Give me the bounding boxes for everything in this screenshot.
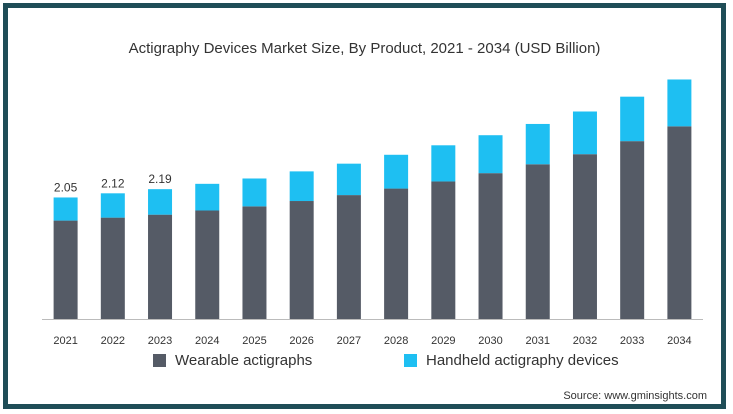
data-label-2021: 2.05 [54, 180, 78, 194]
x-tick-label-2031: 2031 [526, 335, 550, 347]
x-tick-label-2025: 2025 [242, 335, 266, 347]
data-label-2022: 2.12 [101, 176, 125, 190]
x-tick-label-2027: 2027 [337, 335, 361, 347]
bar-wearable-2029 [431, 181, 456, 319]
bar-wearable-2021 [53, 220, 78, 319]
x-tick-label-2034: 2034 [667, 335, 691, 347]
bar-handheld-2023 [148, 189, 173, 215]
chart-legend: Wearable actigraphs Handheld actigraphy … [8, 352, 721, 376]
x-tick-label-2029: 2029 [431, 335, 455, 347]
bar-handheld-2033 [620, 96, 645, 142]
bar-handheld-2034 [667, 79, 692, 127]
chart-frame: Actigraphy Devices Market Size, By Produ… [3, 3, 726, 409]
x-tick-label-2021: 2021 [53, 335, 77, 347]
bar-handheld-2022 [100, 193, 125, 218]
x-tick-label-2022: 2022 [101, 335, 125, 347]
bar-handheld-2025 [242, 178, 267, 207]
bar-handheld-2026 [289, 171, 314, 202]
bar-wearable-2028 [384, 188, 409, 319]
legend-label-handheld: Handheld actigraphy devices [426, 352, 619, 369]
bar-wearable-2023 [148, 214, 173, 319]
bar-handheld-2031 [525, 123, 550, 165]
x-tick-label-2033: 2033 [620, 335, 644, 347]
source-text: Source: www.gminsights.com [563, 390, 707, 402]
bar-wearable-2022 [100, 217, 125, 319]
bar-wearable-2026 [289, 201, 314, 319]
legend-item-wearable: Wearable actigraphs [153, 352, 312, 369]
bar-handheld-2021 [53, 197, 78, 221]
legend-swatch-handheld [404, 354, 417, 367]
bar-handheld-2028 [384, 154, 409, 189]
x-tick-label-2032: 2032 [573, 335, 597, 347]
bar-handheld-2029 [431, 145, 456, 182]
legend-swatch-wearable [153, 354, 166, 367]
chart-title: Actigraphy Devices Market Size, By Produ… [128, 40, 601, 57]
data-label-2023: 2.19 [148, 172, 172, 186]
chart-plot: 2021 2.05 2022 2.12 2023 2.19 2024 2025 2026 2027… [42, 79, 703, 347]
bar-wearable-2032 [572, 154, 597, 319]
bar-wearable-2034 [667, 126, 692, 319]
bar-wearable-2027 [336, 195, 361, 319]
bar-wearable-2025 [242, 206, 267, 319]
legend-item-handheld: Handheld actigraphy devices [404, 352, 619, 369]
bar-wearable-2030 [478, 173, 503, 319]
bar-wearable-2033 [620, 141, 645, 319]
x-tick-label-2030: 2030 [478, 335, 502, 347]
bar-wearable-2024 [195, 210, 220, 319]
bar-handheld-2024 [195, 183, 220, 211]
x-tick-label-2023: 2023 [148, 335, 172, 347]
bar-handheld-2030 [478, 135, 503, 174]
x-tick-label-2028: 2028 [384, 335, 408, 347]
bar-handheld-2032 [572, 111, 597, 155]
legend-label-wearable: Wearable actigraphs [175, 352, 313, 369]
bar-handheld-2027 [336, 163, 361, 196]
bar-wearable-2031 [525, 164, 550, 319]
x-tick-label-2026: 2026 [289, 335, 313, 347]
x-tick-label-2024: 2024 [195, 335, 219, 347]
